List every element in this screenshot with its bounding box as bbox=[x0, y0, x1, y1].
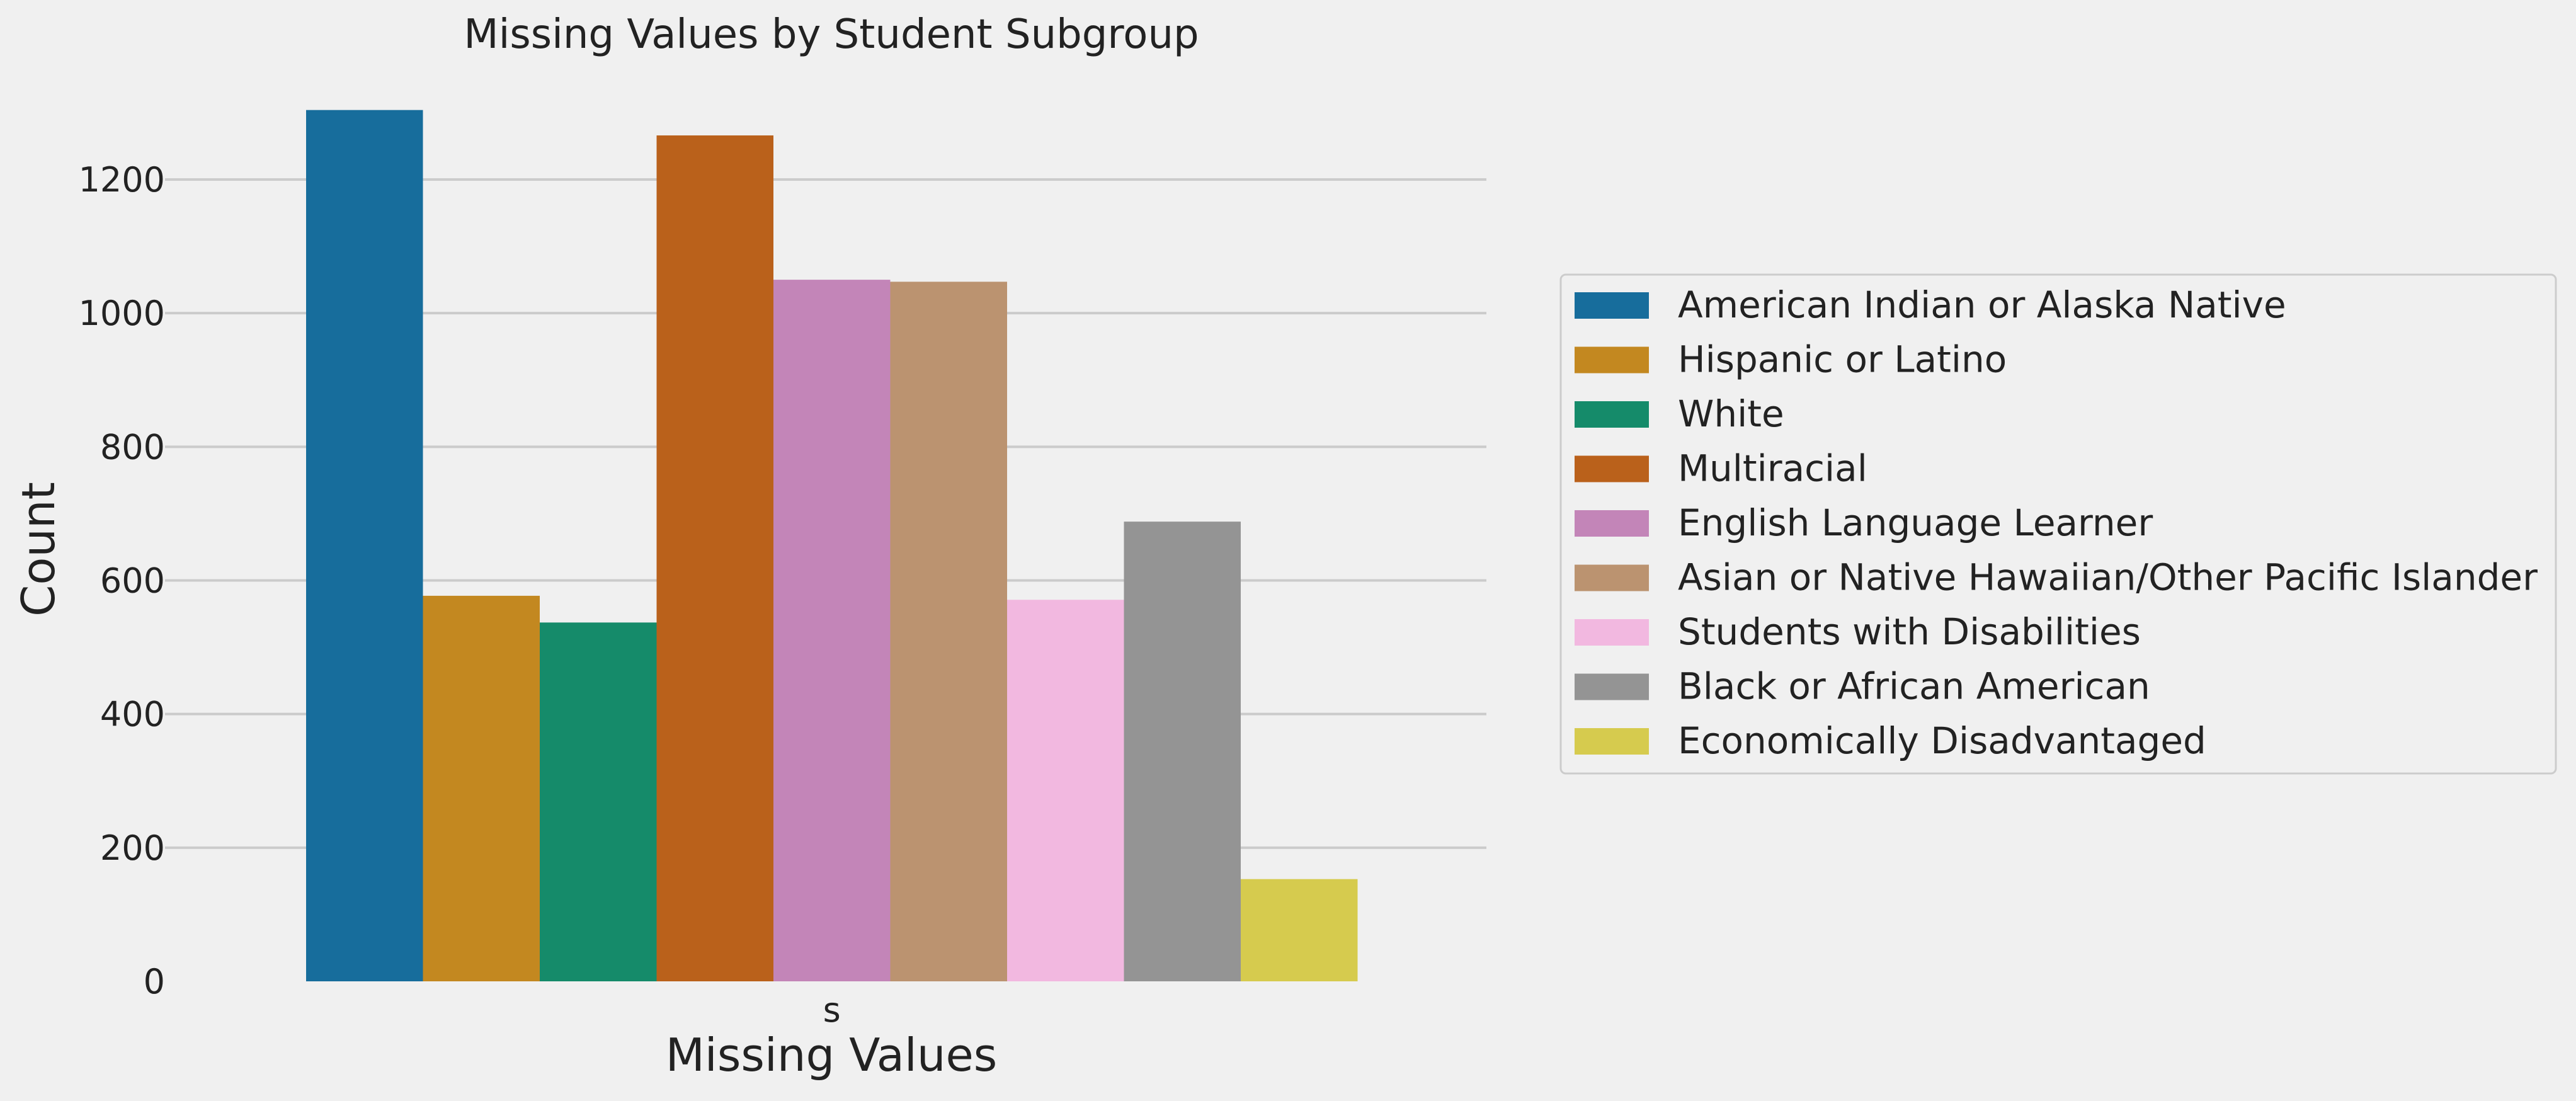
legend-label: White bbox=[1678, 392, 1784, 435]
legend-frame bbox=[1559, 273, 2557, 775]
legend-swatch bbox=[1575, 455, 1649, 482]
bar bbox=[423, 595, 540, 981]
legend-swatch bbox=[1575, 728, 1649, 755]
x-axis-title: Missing Values bbox=[666, 1029, 998, 1081]
legend-swatch bbox=[1575, 510, 1649, 537]
legend-swatch bbox=[1575, 564, 1649, 591]
x-tick-label: s bbox=[823, 990, 841, 1030]
y-tick-label: 600 bbox=[100, 561, 165, 601]
bar bbox=[1007, 600, 1124, 981]
legend-label: English Language Learner bbox=[1678, 501, 2153, 544]
legend-swatch bbox=[1575, 673, 1649, 700]
bar bbox=[656, 135, 773, 982]
legend-label: Students with Disabilities bbox=[1678, 610, 2141, 653]
legend-label: Hispanic or Latino bbox=[1678, 338, 2007, 381]
bar bbox=[1124, 522, 1241, 981]
y-tick-label: 0 bbox=[144, 962, 165, 1001]
bars bbox=[306, 110, 1358, 982]
legend-swatch bbox=[1575, 619, 1649, 646]
legend-label: Multiracial bbox=[1678, 447, 1867, 490]
legend-label: Black or African American bbox=[1678, 665, 2150, 708]
legend-label: Economically Disadvantaged bbox=[1678, 719, 2206, 762]
y-tick-label: 400 bbox=[100, 695, 165, 734]
legend: American Indian or Alaska Native Hispanic… bbox=[1559, 273, 2557, 775]
bar bbox=[773, 280, 891, 981]
y-axis-ticks: 0 200 400 600 800 1000 1200 bbox=[79, 160, 165, 1001]
y-tick-label: 200 bbox=[100, 828, 165, 868]
legend-swatch bbox=[1575, 346, 1649, 374]
y-tick-label: 1200 bbox=[79, 160, 165, 200]
y-tick-label: 800 bbox=[100, 427, 165, 467]
legend-swatch bbox=[1575, 292, 1649, 319]
x-axis-ticks: s bbox=[823, 990, 841, 1030]
bar bbox=[890, 282, 1007, 981]
legend-label: American Indian or Alaska Native bbox=[1678, 283, 2286, 326]
y-axis-title: Count bbox=[12, 482, 65, 617]
bar bbox=[306, 110, 423, 981]
bar bbox=[540, 622, 657, 981]
bar bbox=[1241, 879, 1358, 981]
legend-swatch bbox=[1575, 401, 1649, 428]
legend-label: Asian or Native Hawaiian/Other Pacific I… bbox=[1678, 556, 2538, 599]
chart-title: Missing Values by Student Subgroup bbox=[464, 11, 1199, 58]
y-tick-label: 1000 bbox=[79, 294, 165, 333]
